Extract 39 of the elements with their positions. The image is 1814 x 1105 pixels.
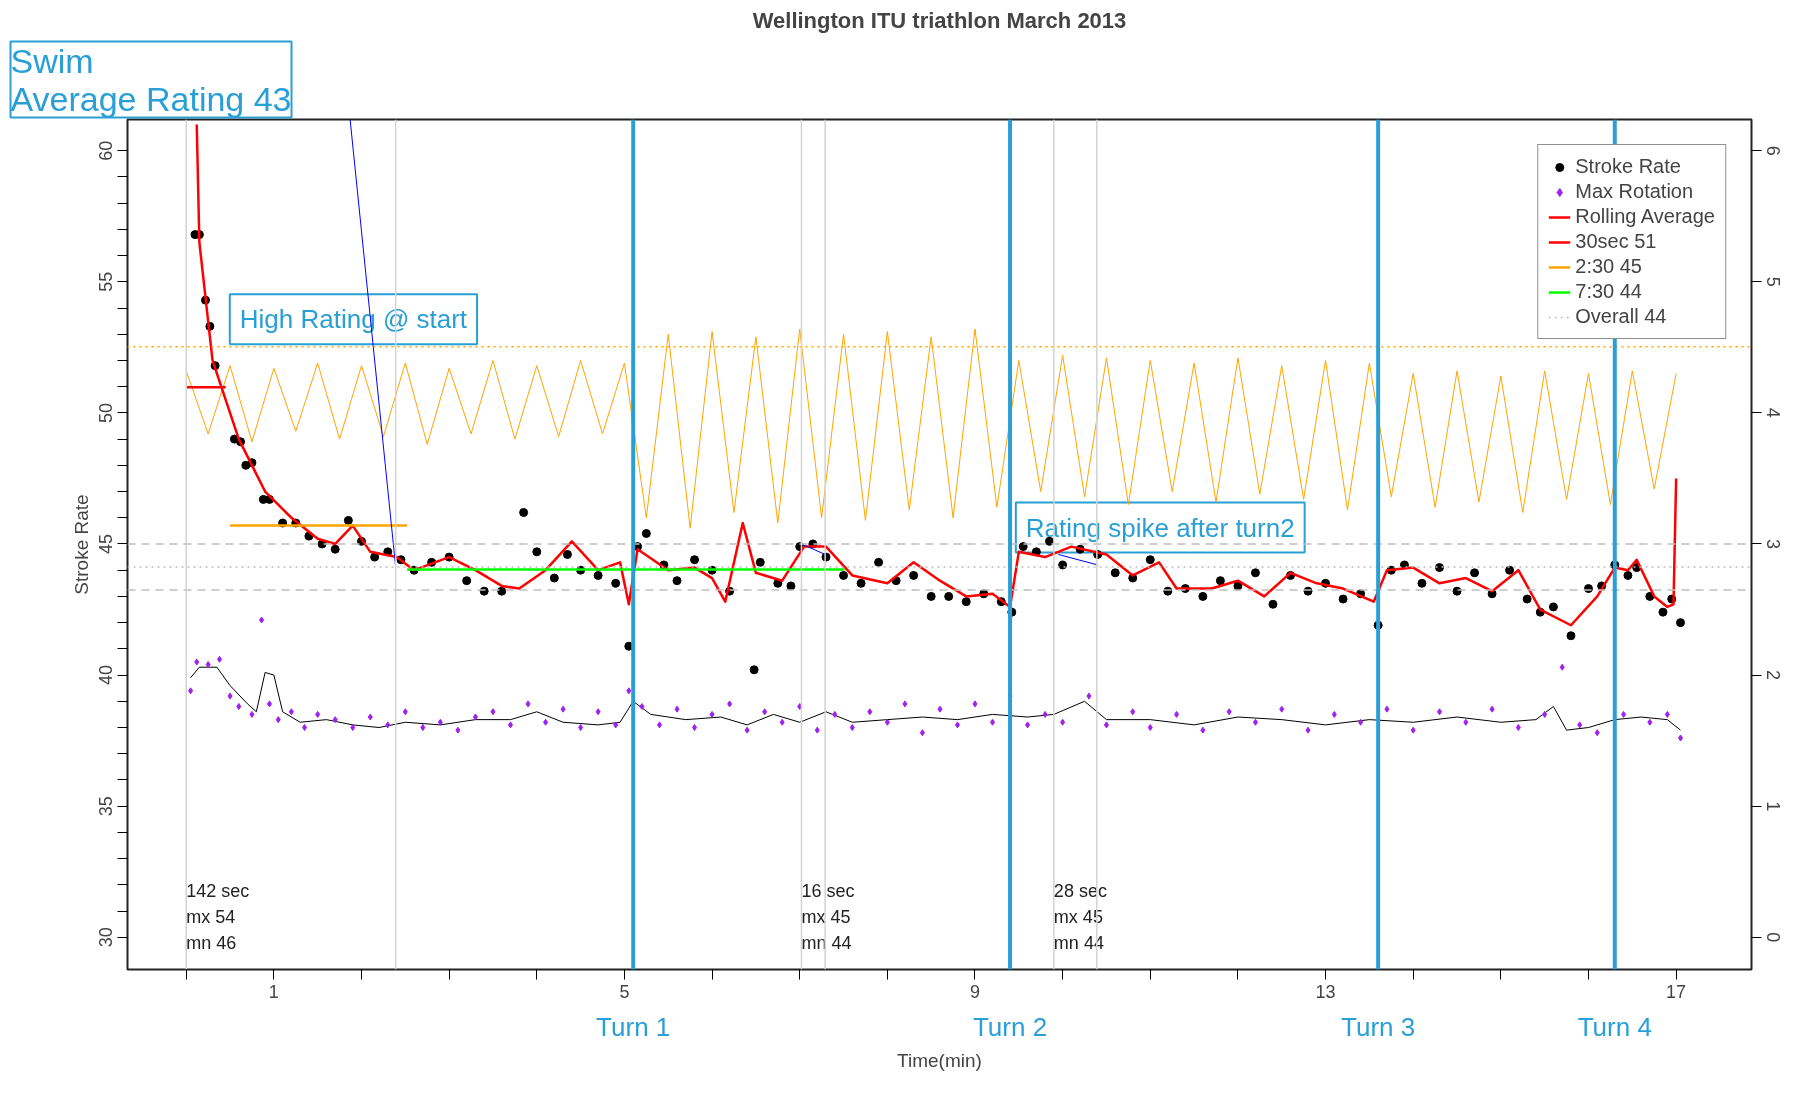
y-tick-label: 60 — [96, 140, 117, 161]
x-tick-label: 5 — [619, 981, 630, 1002]
legend-label: 30sec 51 — [1575, 230, 1657, 253]
x-tick-label: 9 — [969, 981, 981, 1002]
y2-tick-label: 3 — [1762, 538, 1783, 549]
legend-label: Overall 44 — [1575, 305, 1667, 328]
ref-line-label: Turn 1 — [596, 1011, 671, 1042]
x-tick-label: 13 — [1315, 981, 1336, 1002]
line-series — [190, 666, 1682, 731]
legend-label: 7:30 44 — [1575, 280, 1642, 303]
y2-tick-label: 6 — [1762, 145, 1783, 156]
y-axis-title: Stroke Rate — [70, 494, 92, 595]
y-tick-label: 35 — [96, 796, 117, 817]
ref-line-label: 16 sec mx 45 mn 44 — [801, 880, 855, 953]
y2-tick-label: 0 — [1762, 932, 1783, 943]
ref-line-label: 142 sec mx 54 mn 46 — [186, 880, 250, 953]
ref-line-label: Turn 2 — [972, 1011, 1048, 1042]
ref-line-label: Turn 3 — [1341, 1011, 1416, 1042]
text: Swim Average Rating 43 — [10, 41, 292, 118]
ref-line-label: 28 sec mx 45 mn 44 — [1053, 880, 1107, 953]
annotation: Rating spike after turn2 — [1025, 512, 1295, 543]
legend-label: Stroke Rate — [1575, 155, 1681, 178]
y2-tick-label: 2 — [1762, 670, 1783, 681]
x-tick-label: 17 — [1666, 981, 1687, 1002]
y-tick-label: 55 — [96, 271, 117, 292]
y2-tick-label: 1 — [1762, 801, 1783, 812]
y-tick-label: 45 — [96, 533, 117, 554]
ref-line-label: Turn 4 — [1577, 1011, 1652, 1042]
y-tick-label: 50 — [96, 402, 117, 423]
legend-label: Max Rotation — [1575, 180, 1694, 203]
x-tick-label: 1 — [268, 981, 279, 1002]
legend-label: Rolling Average — [1575, 205, 1715, 228]
y-tick-label: 30 — [96, 927, 117, 948]
y-tick-label: 40 — [96, 665, 117, 686]
chart-title: Wellington ITU triathlon March 2013 — [752, 7, 1127, 33]
legend-label: 2:30 45 — [1575, 255, 1642, 278]
y2-tick-label: 5 — [1762, 276, 1783, 287]
x-axis-title: Time(min) — [897, 1049, 982, 1071]
y2-tick-label: 4 — [1762, 407, 1783, 418]
